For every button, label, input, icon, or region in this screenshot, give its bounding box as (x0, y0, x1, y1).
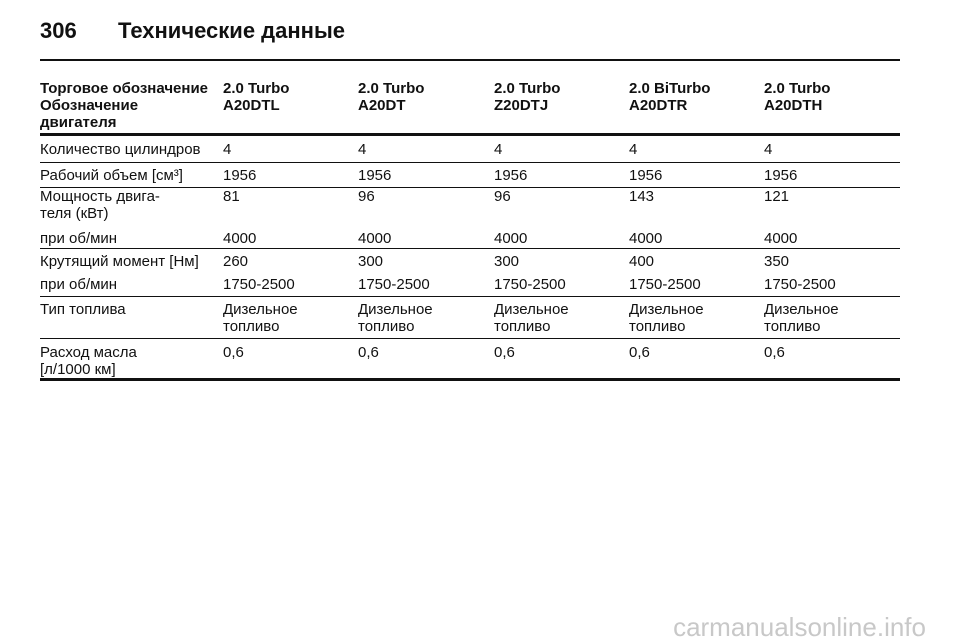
cell: 4000 (764, 230, 798, 247)
cell: 2.0 Turbo (494, 80, 561, 97)
row-label: Количество цилиндров (40, 141, 201, 158)
row-label: Торговое обозначение (40, 80, 209, 97)
table-rule (40, 133, 900, 136)
cell: 1750-2500 (223, 276, 295, 293)
cell: 350 (764, 253, 790, 270)
cell: 4 (358, 141, 367, 158)
cell: Дизельное топливо (223, 301, 298, 335)
row-label: Мощность двига- теля (кВт) (40, 188, 160, 222)
cell: 4000 (494, 230, 528, 247)
cell: 1750-2500 (629, 276, 701, 293)
cell: 2.0 BiTurbo (629, 80, 711, 97)
cell: 2.0 Turbo (358, 80, 425, 97)
cell: 1956 (764, 167, 798, 184)
table-rule (40, 187, 900, 188)
cell: 143 (629, 188, 655, 205)
cell: 0,6 (629, 344, 650, 361)
table-rule (40, 162, 900, 163)
cell: 260 (223, 253, 249, 270)
cell: A20DT (358, 97, 406, 114)
cell: 1956 (629, 167, 663, 184)
row-label: Тип топлива (40, 301, 126, 318)
cell: 1750-2500 (764, 276, 836, 293)
cell: 300 (358, 253, 384, 270)
cell: 4 (629, 141, 638, 158)
cell: A20DTL (223, 97, 280, 114)
row-label: Крутящий момент [Нм] (40, 253, 199, 270)
cell: 4000 (629, 230, 663, 247)
row-label: Обозначение двигателя (40, 97, 139, 131)
table-rule (40, 296, 900, 297)
page-number: 306 (40, 18, 77, 43)
cell: Дизельное топливо (764, 301, 839, 335)
cell: 121 (764, 188, 790, 205)
cell: Дизельное топливо (358, 301, 433, 335)
cell: 96 (358, 188, 375, 205)
cell: 1750-2500 (358, 276, 430, 293)
cell: 1956 (223, 167, 257, 184)
cell: 4000 (358, 230, 392, 247)
watermark: carmanualsonline.info (673, 612, 926, 642)
cell: Дизельное топливо (494, 301, 569, 335)
cell: 1956 (358, 167, 392, 184)
cell: 4000 (223, 230, 257, 247)
cell: 1956 (494, 167, 528, 184)
cell: 0,6 (358, 344, 379, 361)
row-label: при об/мин (40, 276, 118, 293)
cell: Z20DTJ (494, 97, 549, 114)
cell: A20DTH (764, 97, 823, 114)
table-rule (40, 378, 900, 381)
cell: 0,6 (223, 344, 244, 361)
cell: A20DTR (629, 97, 688, 114)
table-rule (40, 248, 900, 249)
cell: 2.0 Turbo (223, 80, 290, 97)
cell: 0,6 (764, 344, 785, 361)
cell: Дизельное топливо (629, 301, 704, 335)
row-label: при об/мин (40, 230, 118, 247)
table-rule (40, 338, 900, 339)
row-label: Расход масла [л/1000 км] (40, 344, 137, 378)
cell: 300 (494, 253, 520, 270)
cell: 2.0 Turbo (764, 80, 831, 97)
row-label: Рабочий объем [см³] (40, 167, 183, 184)
cell: 4 (764, 141, 773, 158)
cell: 4 (223, 141, 232, 158)
cell: 4 (494, 141, 503, 158)
cell: 400 (629, 253, 655, 270)
cell: 81 (223, 188, 240, 205)
page-title: Технические данные (118, 18, 345, 43)
cell: 1750-2500 (494, 276, 566, 293)
cell: 0,6 (494, 344, 515, 361)
header-rule (40, 59, 900, 61)
cell: 96 (494, 188, 511, 205)
